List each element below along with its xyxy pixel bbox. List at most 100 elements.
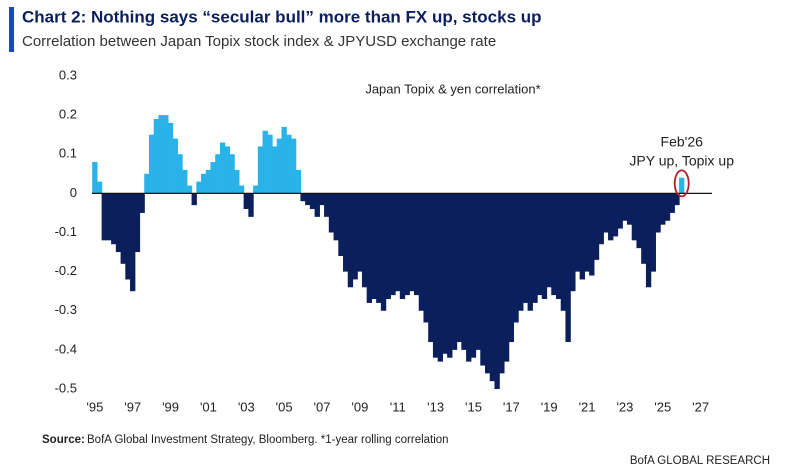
- bar: [513, 193, 519, 323]
- bar: [234, 169, 240, 194]
- bar: [257, 146, 264, 194]
- bar: [106, 193, 112, 241]
- bar: [447, 193, 453, 358]
- bar: [593, 193, 600, 260]
- bar: [451, 193, 458, 350]
- bar: [186, 185, 193, 194]
- callout-text: Feb'26: [661, 134, 704, 150]
- bar: [598, 193, 604, 245]
- bar: [461, 193, 467, 350]
- bar: [655, 193, 661, 233]
- bar: [305, 193, 311, 206]
- bar: [555, 193, 562, 300]
- bar: [565, 193, 571, 343]
- source: BofA Global Investment Strategy, Bloombe…: [87, 434, 449, 446]
- bar: [437, 193, 444, 362]
- bar: [286, 134, 292, 194]
- bar: [134, 193, 141, 253]
- bar: [480, 193, 486, 366]
- bar: [475, 193, 481, 350]
- bar: [428, 193, 434, 343]
- bar: [219, 142, 226, 194]
- bar: [409, 193, 415, 292]
- bar: [669, 193, 675, 213]
- bar: [546, 193, 552, 288]
- bar: [395, 193, 401, 292]
- bar: [494, 193, 500, 389]
- bar: [432, 193, 439, 358]
- bar: [319, 193, 325, 206]
- bar: [163, 115, 169, 194]
- chart-title: Chart 2: Nothing says “secular bull” mor…: [22, 7, 542, 26]
- bar: [144, 173, 150, 194]
- bar: [191, 193, 197, 206]
- bar: [385, 193, 391, 300]
- bar: [484, 193, 491, 374]
- bar: [357, 193, 363, 272]
- bar: [470, 193, 477, 358]
- bar: [238, 185, 245, 194]
- y-tick-label: -0.3: [55, 302, 77, 317]
- x-tick-label: '05: [276, 399, 293, 414]
- bar: [92, 162, 98, 194]
- bar: [423, 193, 429, 323]
- bar: [167, 122, 174, 194]
- bar: [499, 193, 505, 374]
- bar: [229, 154, 235, 194]
- bar: [347, 193, 354, 288]
- bar: [617, 193, 623, 229]
- bar: [125, 193, 131, 280]
- bar: [262, 130, 268, 194]
- bar: [210, 162, 216, 194]
- bar: [177, 154, 183, 194]
- bar: [489, 193, 496, 382]
- bar: [679, 177, 685, 194]
- x-tick-label: '15: [465, 399, 482, 414]
- bar: [243, 193, 249, 210]
- x-tick-label: '27: [692, 399, 709, 414]
- x-tick-label: '17: [503, 399, 520, 414]
- bar: [674, 193, 680, 206]
- bar: [603, 193, 609, 233]
- bar: [115, 193, 122, 253]
- bar: [248, 193, 254, 217]
- bar: [267, 134, 273, 194]
- bar: [224, 146, 231, 194]
- bar: [343, 193, 349, 272]
- y-tick-label: 0: [70, 185, 77, 200]
- bar: [333, 193, 339, 241]
- bar: [96, 181, 103, 194]
- bar: [503, 193, 510, 362]
- bar: [664, 193, 671, 221]
- bar: [281, 126, 287, 194]
- bar: [522, 193, 529, 303]
- bar: [158, 115, 164, 194]
- bar: [101, 193, 107, 241]
- bar: [584, 193, 590, 272]
- y-tick-label: -0.4: [55, 341, 77, 356]
- bar: [338, 193, 344, 256]
- bar: [527, 193, 533, 311]
- bar: [130, 193, 136, 292]
- bar: [111, 193, 117, 245]
- bar: [645, 193, 652, 288]
- x-tick-label: '97: [124, 399, 141, 414]
- bar: [660, 193, 666, 225]
- bar: [622, 193, 628, 221]
- bar: [612, 193, 619, 237]
- y-tick-label: -0.1: [55, 224, 77, 239]
- bar: [641, 193, 647, 264]
- bar: [574, 193, 581, 272]
- bar: [300, 193, 306, 202]
- bar: [399, 193, 406, 300]
- bar: [636, 193, 642, 249]
- bar: [579, 193, 585, 280]
- bar: [456, 193, 462, 343]
- bar: [290, 138, 297, 194]
- callout-text: JPY up, Topix up: [629, 153, 734, 169]
- bar: [508, 193, 514, 343]
- bar: [608, 193, 614, 241]
- x-tick-label: '09: [351, 399, 368, 414]
- bar: [120, 193, 126, 264]
